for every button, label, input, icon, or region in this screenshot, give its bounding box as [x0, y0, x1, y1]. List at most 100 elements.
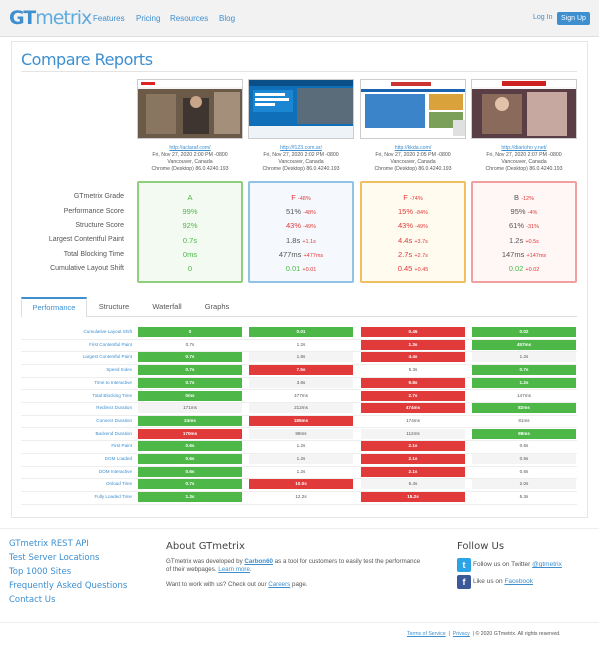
nav-pricing[interactable]: Pricing [136, 14, 161, 23]
footer-link-faq[interactable]: Frequently Asked Questions [9, 581, 128, 591]
metric-label-cls: Cumulative Layout Shift [50, 265, 124, 272]
gtmetrix-logo[interactable]: GTmetrix [9, 7, 92, 29]
metric-cell: 212ms [249, 403, 353, 414]
metric-cell: 1.3s [138, 492, 242, 503]
footer-link-contact[interactable]: Contact Us [9, 595, 56, 605]
footer-link-api[interactable]: GTmetrix REST API [9, 539, 89, 549]
learn-more-link[interactable]: Learn more [218, 566, 250, 573]
report-tabs: Performance Structure Waterfall Graphs [21, 297, 577, 318]
about-text: GTmetrix was developed by Carbon60 as a … [166, 558, 421, 573]
tab-waterfall[interactable]: Waterfall [152, 302, 182, 311]
report-thumbnail[interactable] [360, 79, 466, 139]
metric-cell: 0.7s [138, 479, 242, 490]
report-thumbnail[interactable] [471, 79, 577, 139]
score-value: 51% -48% [286, 207, 316, 216]
report-browser: Chrome (Desktop) 86.0.4240.193 [151, 166, 229, 172]
facebook-link[interactable]: Facebook [504, 578, 533, 585]
row-divider [21, 478, 577, 480]
footer-link-top-sites[interactable]: Top 1000 Sites [9, 567, 72, 577]
row-divider [21, 414, 577, 416]
metric-cell: 171ms [138, 403, 242, 414]
privacy-link[interactable]: Privacy [452, 631, 470, 637]
metric-label-grade: GTmetrix Grade [73, 193, 124, 200]
report-browser: Chrome (Desktop) 86.0.4240.193 [374, 166, 452, 172]
metric-cell: 0.6s [519, 443, 529, 449]
report-url[interactable]: http://diarioho y.net/ [501, 145, 547, 151]
score-delta: -4% [527, 210, 538, 216]
score-card [248, 181, 354, 283]
report-url[interactable]: http://f123.com.ar/ [280, 145, 322, 151]
metric-cell: 1.2s [296, 443, 306, 449]
metric-cell: 24ms [138, 415, 242, 426]
careers-link[interactable]: Careers [268, 581, 291, 588]
metric-row-label: First Contentful Paint [89, 341, 132, 347]
metric-cell: 12.2s [295, 494, 307, 500]
score-value: 95% -4% [510, 207, 538, 216]
metric-cell: 0.02 [472, 327, 576, 337]
footer [0, 528, 599, 646]
footer-link-locations[interactable]: Test Server Locations [9, 553, 100, 563]
score-delta: +0.5s [525, 239, 539, 245]
signup-button[interactable]: Sign Up [557, 12, 590, 25]
metric-cell: 5.3s [519, 494, 529, 500]
row-divider [21, 376, 577, 378]
score-delta: -12% [521, 196, 534, 202]
nav-features[interactable]: Features [93, 14, 125, 23]
metric-cell: 0.7s [138, 377, 242, 388]
score-value: 0 [187, 264, 193, 273]
score-value: 43% -49% [286, 221, 316, 230]
metric-cell: 0.01 [249, 327, 353, 337]
score-delta: +0.01 [302, 267, 317, 273]
tab-structure[interactable]: Structure [98, 302, 130, 311]
login-link[interactable]: Log In [533, 14, 553, 21]
report-thumbnail[interactable] [137, 79, 243, 139]
score-delta: +3.7s [414, 239, 428, 245]
score-delta: +2.7s [414, 253, 428, 259]
row-divider [21, 452, 577, 454]
metric-cell: 98ms [472, 428, 576, 439]
nav-blog[interactable]: Blog [219, 14, 236, 23]
score-value: 1.8s +1.1s [286, 236, 316, 245]
page-title: Compare Reports [21, 50, 153, 69]
row-divider [21, 465, 577, 467]
metric-cell: 0.6s [138, 441, 242, 452]
score-value: F -74% [403, 193, 423, 202]
carbon60-link[interactable]: Carbon60 [244, 558, 273, 565]
follow-title: Follow Us [457, 541, 505, 552]
tab-performance[interactable]: Performance [21, 297, 87, 318]
twitter-icon[interactable]: t [457, 558, 471, 572]
metric-cell: 81ms [518, 417, 530, 423]
metric-cell: 0.7s [138, 365, 242, 376]
metric-cell: 0.45 [361, 327, 465, 337]
metric-label-tbt: Total Blocking Time [63, 251, 124, 258]
terms-link[interactable]: Terms of Service [407, 631, 446, 637]
nav-resources[interactable]: Resources [170, 14, 209, 23]
metric-label-structure: Structure Score [75, 222, 124, 229]
tab-graphs[interactable]: Graphs [204, 302, 230, 311]
report-location: Vancouver, Canada [167, 159, 213, 165]
score-value: A [187, 193, 193, 202]
twitter-handle-link[interactable]: @gtmetrix [532, 561, 562, 568]
row-divider [21, 363, 577, 365]
metric-cell: 457ms [472, 339, 576, 350]
row-divider [21, 427, 577, 429]
metric-cell: 15.2s [361, 492, 465, 503]
report-date: Fri, Nov 27, 2020 2:00 PM -0800 [152, 152, 228, 158]
careers-text: Want to work with us? Check out our Care… [166, 581, 308, 588]
report-thumbnail[interactable] [248, 79, 354, 139]
report-url[interactable]: http://aclaraf.com/ [169, 145, 211, 151]
metric-cell: 1.3s [361, 339, 465, 350]
score-delta: -49% [415, 224, 428, 230]
metric-cell: 2.1s [361, 441, 465, 452]
score-value: 477ms +477ms [278, 250, 324, 259]
metric-label-performance: Performance Score [63, 208, 124, 215]
report-browser: Chrome (Desktop) 86.0.4240.193 [485, 166, 563, 172]
metric-cell: 0.6s [519, 468, 529, 474]
report-url[interactable]: http://kkda.com/ [394, 145, 432, 151]
divider [0, 622, 599, 623]
metric-cell: 5.3s [408, 367, 418, 373]
score-delta: -48% [303, 210, 316, 216]
facebook-icon[interactable]: f [457, 575, 471, 589]
metric-row-label: Time to Interactive [94, 379, 132, 385]
about-title: About GTmetrix [166, 541, 245, 552]
